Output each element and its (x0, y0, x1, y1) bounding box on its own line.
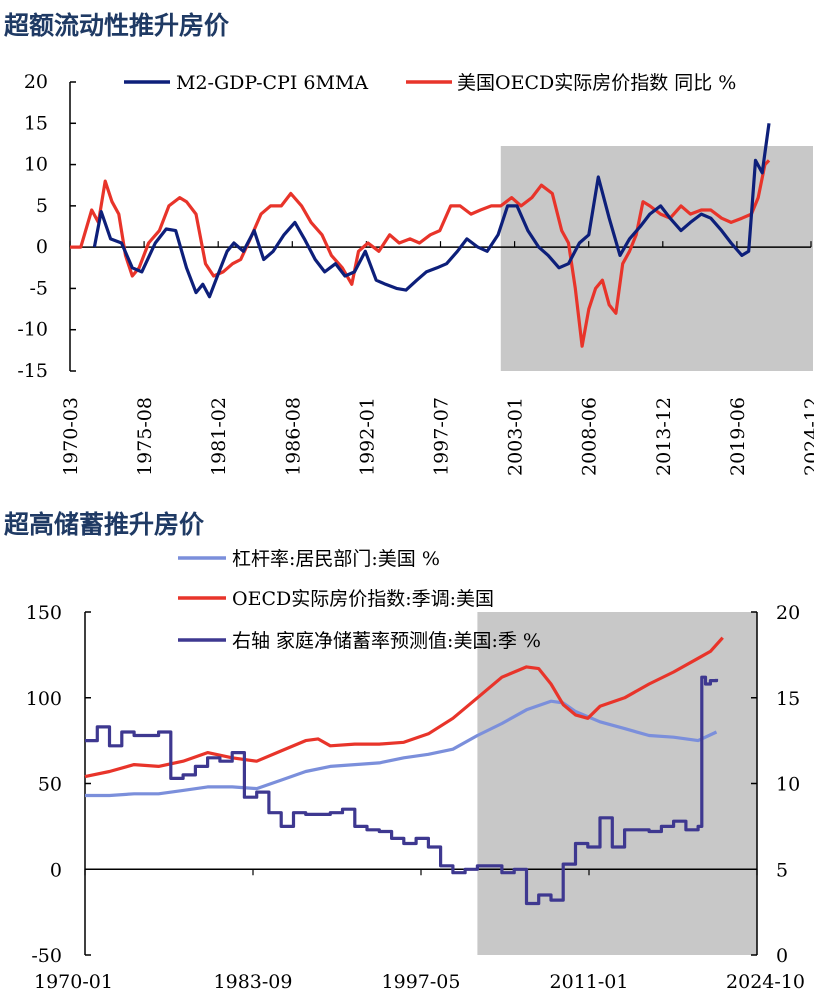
y-tick-label: -50 (31, 945, 62, 967)
series-line-savings-rate (85, 675, 719, 906)
legend-label-m2: M2-GDP-CPI 6MMA (176, 72, 368, 94)
x-tick-label: 2008-06 (579, 397, 601, 476)
x-tick-label: 1997-07 (431, 397, 453, 476)
x-tick-label: 2024-10 (726, 971, 805, 993)
legend-label-oecd-yoy: 美国OECD实际房价指数 同比 % (457, 72, 736, 94)
x-tick-label: 1997-05 (382, 971, 461, 993)
x-tick-label: 1981-02 (208, 397, 230, 476)
y2-tick-label: 20 (776, 602, 800, 624)
y-tick-label: 5 (36, 195, 48, 217)
y2-tick-label: 0 (776, 945, 788, 967)
y-tick-label: 0 (36, 236, 48, 258)
y-tick-label: -5 (29, 277, 48, 299)
y-tick-label: 15 (24, 112, 48, 134)
x-tick-label: 1975-08 (134, 397, 156, 476)
legend-leverage-label: 杠杆率:居民部门:美国 % (232, 548, 440, 570)
y-tick-label: 10 (24, 154, 48, 176)
x-tick-label: 1970-01 (34, 971, 113, 993)
x-tick-label: 1970-03 (60, 397, 82, 476)
y-tick-label: -15 (17, 360, 48, 382)
shaded-region (477, 612, 757, 955)
x-tick-label: 1986-08 (282, 397, 304, 476)
y-tick-label: -10 (17, 319, 48, 341)
chart-title-2: 超高储蓄推升房价 (4, 510, 205, 539)
y-tick-label: 0 (50, 859, 62, 881)
x-tick-label: 2013-12 (653, 397, 675, 476)
x-tick-label: 1992-01 (356, 397, 378, 476)
x-tick-label: 2019-06 (727, 397, 749, 476)
y-tick-label: 20 (24, 71, 48, 93)
legend-oecd-index-label: OECD实际房价指数:季调:美国 (232, 588, 494, 610)
chart-title-1: 超额流动性推升房价 (4, 11, 230, 40)
x-tick-label: 1983-09 (214, 971, 293, 993)
series-line-oecd-yoy (70, 159, 771, 348)
series-line-oecd-index (84, 636, 724, 779)
series-line-m2-gdp-cpi (92, 123, 771, 299)
legend-savings-rate-label: 右轴 家庭净储蓄率预测值:美国:季 % (232, 630, 541, 652)
series-line-leverage (85, 699, 718, 798)
x-tick-label: 2003-01 (505, 397, 527, 476)
y-tick-label: 150 (26, 602, 62, 624)
chart-liquidity: 20 15 10 5 0 -5 -10 -15 1970-03 1975-08 1981-02 198… (17, 71, 814, 476)
y-tick-label: 100 (26, 688, 62, 710)
y2-tick-label: 15 (776, 688, 800, 710)
x-tick-label: 2011-01 (550, 971, 629, 993)
y-tick-label: 50 (38, 774, 62, 796)
x-tick-label: 2024-12 (801, 397, 814, 476)
y2-tick-label: 10 (776, 774, 800, 796)
y2-tick-label: 5 (776, 859, 788, 881)
